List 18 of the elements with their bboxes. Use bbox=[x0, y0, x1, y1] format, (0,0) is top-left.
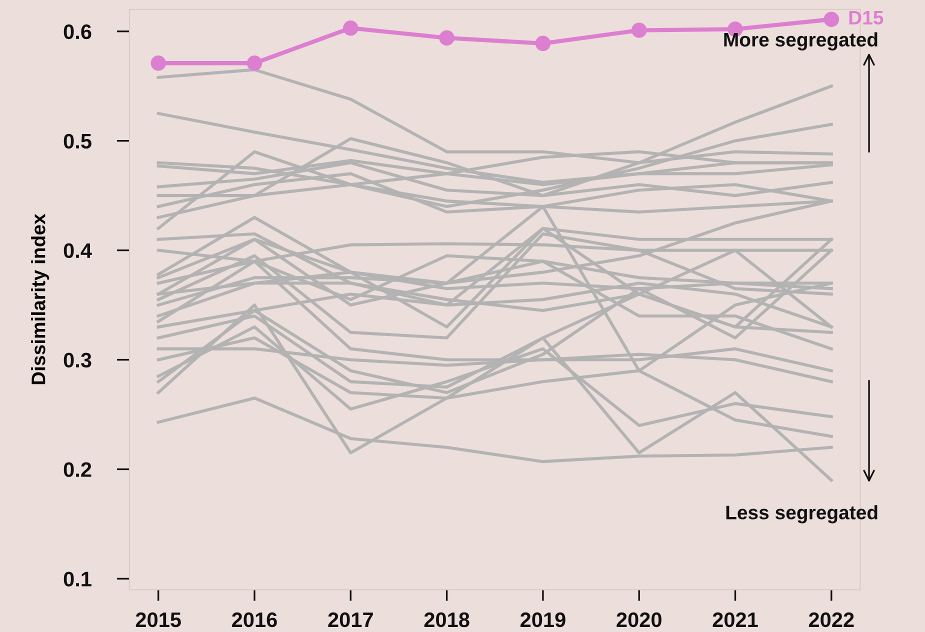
x-tick-label: 2015 bbox=[136, 612, 181, 628]
x-tick-label: 2016 bbox=[232, 612, 277, 628]
series-label: D15 bbox=[849, 10, 884, 25]
x-tick-label: 2021 bbox=[712, 612, 758, 628]
x-tick-label: 2022 bbox=[808, 612, 854, 628]
x-tick-label: 2019 bbox=[520, 612, 566, 628]
y-tick-label: 0.3 bbox=[64, 352, 92, 368]
y-tick-label: 0.6 bbox=[64, 24, 92, 40]
y-tick-label: 0.4 bbox=[64, 243, 92, 258]
x-tick-label: 2020 bbox=[616, 612, 662, 628]
y-tick-label: 0.2 bbox=[64, 462, 92, 477]
x-tick-label: 2017 bbox=[328, 612, 373, 628]
y-axis-title: Dissimilarity index bbox=[31, 214, 50, 384]
y-tick-label: 0.1 bbox=[64, 572, 92, 586]
x-tick-label: 2018 bbox=[424, 612, 470, 628]
annotation: Less segregated bbox=[726, 505, 878, 524]
y-tick-label: 0.5 bbox=[64, 134, 92, 149]
annotation: More segregated bbox=[724, 32, 878, 50]
